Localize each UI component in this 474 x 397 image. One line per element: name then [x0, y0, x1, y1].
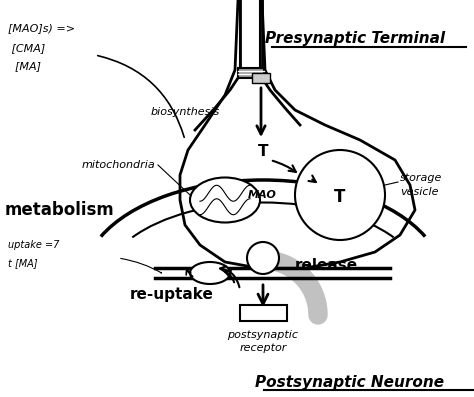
Text: release: release [295, 258, 358, 272]
FancyArrowPatch shape [273, 161, 296, 172]
Circle shape [295, 150, 385, 240]
Text: t [MA]: t [MA] [8, 258, 37, 268]
Bar [240, 305, 287, 321]
Text: MAO: MAO [248, 190, 277, 200]
Text: uptake =7: uptake =7 [8, 240, 59, 250]
Text: biosynthesis: biosynthesis [151, 107, 220, 117]
Text: storage
vesicle: storage vesicle [400, 173, 442, 197]
FancyArrowPatch shape [257, 88, 265, 134]
Text: T: T [258, 145, 268, 160]
FancyArrowPatch shape [98, 56, 184, 137]
Text: [MA]: [MA] [8, 61, 41, 71]
Ellipse shape [190, 177, 260, 222]
FancyArrowPatch shape [225, 271, 234, 282]
Circle shape [247, 242, 279, 274]
Text: Presynaptic Terminal: Presynaptic Terminal [265, 31, 445, 46]
Text: re-uptake: re-uptake [130, 287, 214, 303]
Text: metabolism: metabolism [5, 201, 115, 219]
FancyArrowPatch shape [258, 285, 268, 304]
Ellipse shape [190, 262, 230, 284]
Text: mitochondria: mitochondria [82, 160, 156, 170]
FancyArrowPatch shape [186, 269, 193, 276]
Text: postsynaptic
receptor: postsynaptic receptor [228, 330, 299, 353]
Text: T: T [334, 188, 346, 206]
FancyArrowPatch shape [220, 266, 239, 287]
Bar [238, 68, 264, 78]
Text: [CMA]: [CMA] [8, 43, 45, 53]
Bar [252, 73, 270, 83]
Text: Postsynaptic Neurone: Postsynaptic Neurone [255, 374, 445, 389]
Text: [MAO]s) =>: [MAO]s) => [8, 23, 75, 33]
FancyArrowPatch shape [309, 175, 316, 182]
FancyArrowPatch shape [121, 258, 162, 273]
